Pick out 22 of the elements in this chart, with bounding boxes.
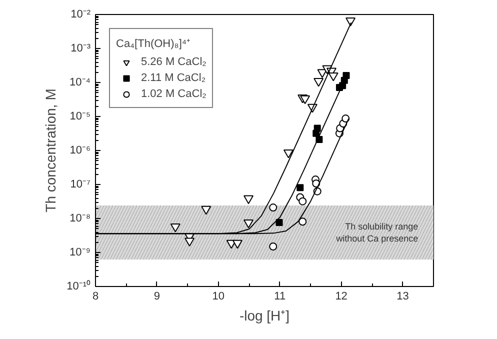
legend-label: 2.11 M CaCl₂	[141, 71, 206, 85]
y-tick-label: 10⁻⁸	[70, 212, 91, 224]
y-tick-label: 10⁻⁹	[70, 246, 91, 258]
legend-title: Ca₄[Th(OH)₈]⁴⁺	[116, 37, 192, 50]
y-tick-label: 10⁻³	[70, 42, 91, 54]
x-tick-label: 12	[335, 290, 348, 302]
y-tick-label: 10⁻²	[70, 8, 91, 20]
y-tick-label: 10⁻⁷	[70, 178, 91, 190]
y-tick-label: 10⁻⁵	[70, 110, 90, 122]
x-tick-label: 10	[212, 290, 225, 302]
y-tick-label: 10⁻¹⁰	[66, 280, 91, 292]
x-axis-title: -log [H⁺]	[239, 308, 290, 324]
legend-label: 5.26 M CaCl₂	[141, 55, 206, 69]
x-tick-label: 13	[396, 290, 409, 302]
x-tick-label: 11	[274, 290, 286, 302]
band-label: Th solubility range without Ca presence	[335, 221, 418, 244]
y-tick-label: 10⁻⁶	[70, 144, 90, 156]
legend-label: 1.02 M CaCl₂	[141, 87, 206, 101]
x-tick-label: 9	[154, 290, 160, 302]
x-tick-label: 8	[92, 290, 99, 302]
y-axis-title: Th concentration, M	[42, 88, 59, 212]
y-tick-label: 10⁻⁴	[70, 76, 91, 88]
